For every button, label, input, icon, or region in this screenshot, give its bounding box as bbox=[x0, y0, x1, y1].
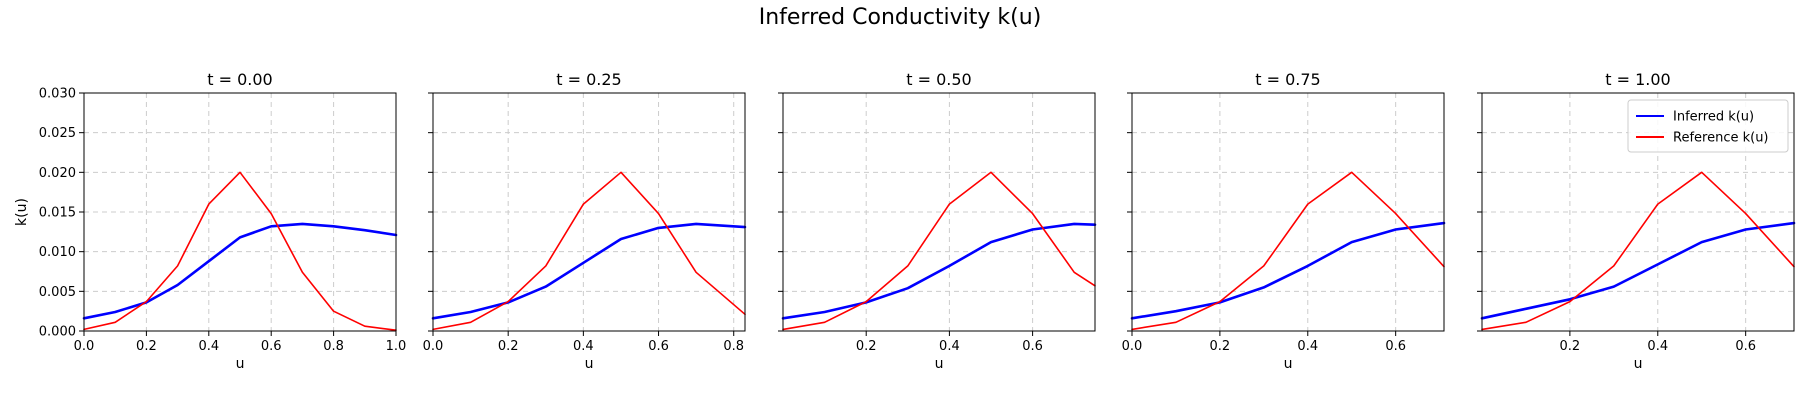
panels: 0.0 0.2 0.4 0.6 0.8 1.0 0.000 0.005 0.010 0.015 0.… bbox=[14, 70, 1796, 372]
series-line-reference bbox=[432, 171, 746, 331]
panel-4: 0.0 0.2 0.4 0.6 t = 0.75 u bbox=[1122, 70, 1446, 372]
series-line-inferred bbox=[431, 222, 747, 320]
x-tick-label: 0.6 bbox=[1735, 339, 1756, 354]
x-tick-label: 0.2 bbox=[856, 339, 877, 354]
x-tick-label: 0.4 bbox=[1647, 339, 1668, 354]
panel-2: 0.0 0.2 0.4 0.6 0.8 t = 0.25 u bbox=[423, 70, 747, 372]
x-tick-label: 0.8 bbox=[723, 339, 744, 354]
x-axis-label: u bbox=[585, 356, 594, 372]
series-line-inferred bbox=[1480, 221, 1796, 320]
series-line-inferred bbox=[1130, 221, 1446, 320]
y-tick-label: 0.010 bbox=[39, 245, 76, 260]
x-axis-label: u bbox=[935, 356, 944, 372]
figure-title: Inferred Conductivity k(u) bbox=[759, 5, 1042, 30]
x-tick-label: 0.6 bbox=[648, 339, 669, 354]
x-axis-label: u bbox=[1634, 356, 1643, 372]
x-tick-label: 0.2 bbox=[498, 339, 519, 354]
panel-title: t = 0.75 bbox=[1255, 70, 1320, 89]
y-tick-label: 0.020 bbox=[39, 166, 76, 181]
legend-label-reference: Reference k(u) bbox=[1673, 131, 1769, 146]
y-tick-label: 0.030 bbox=[39, 87, 76, 102]
panel-title: t = 0.50 bbox=[906, 70, 971, 89]
x-tick-label: 0.2 bbox=[1560, 339, 1581, 354]
x-tick-label: 0.4 bbox=[573, 339, 594, 354]
x-tick-label: 0.4 bbox=[198, 339, 219, 354]
x-tick-label: 1.0 bbox=[386, 339, 407, 354]
series-line-reference bbox=[83, 171, 397, 331]
panel-5: 0.2 0.4 0.6 t = 1.00 u Inferred k(u) Reference… bbox=[1477, 70, 1796, 372]
x-tick-label: 0.0 bbox=[74, 339, 95, 354]
x-tick-label: 0.4 bbox=[939, 339, 960, 354]
legend-label-inferred: Inferred k(u) bbox=[1673, 110, 1754, 125]
series-line-reference bbox=[782, 171, 1096, 331]
panel-title: t = 1.00 bbox=[1605, 70, 1670, 89]
y-tick-label: 0.005 bbox=[39, 285, 76, 300]
x-axis-label: u bbox=[236, 356, 245, 372]
x-tick-label: 0.2 bbox=[1210, 339, 1231, 354]
y-tick-label: 0.025 bbox=[39, 126, 76, 141]
series-line-reference bbox=[1131, 171, 1445, 331]
x-tick-label: 0.0 bbox=[423, 339, 444, 354]
y-tick-label: 0.015 bbox=[39, 206, 76, 221]
x-axis-label: u bbox=[1284, 356, 1293, 372]
panel-title: t = 0.00 bbox=[207, 70, 272, 89]
x-tick-label: 0.6 bbox=[1022, 339, 1043, 354]
x-tick-label: 0.6 bbox=[1385, 339, 1406, 354]
panel-3: 0.2 0.4 0.6 t = 0.50 u bbox=[778, 70, 1097, 372]
y-axis-label: k(u) bbox=[14, 198, 30, 226]
x-tick-label: 0.4 bbox=[1297, 339, 1318, 354]
panel-1: 0.0 0.2 0.4 0.6 0.8 1.0 0.000 0.005 0.010 0.015 0.… bbox=[14, 70, 406, 372]
legend: Inferred k(u) Reference k(u) bbox=[1627, 99, 1789, 153]
x-tick-label: 0.0 bbox=[1122, 339, 1143, 354]
panel-title: t = 0.25 bbox=[556, 70, 621, 89]
legend-box bbox=[1627, 99, 1789, 153]
series-line-reference bbox=[1481, 171, 1795, 331]
x-tick-label: 0.8 bbox=[323, 339, 344, 354]
x-tick-label: 0.6 bbox=[261, 339, 282, 354]
series-line-inferred bbox=[82, 222, 398, 320]
series-line-inferred bbox=[781, 222, 1097, 320]
x-tick-label: 0.2 bbox=[136, 339, 157, 354]
y-tick-label: 0.000 bbox=[39, 325, 76, 340]
